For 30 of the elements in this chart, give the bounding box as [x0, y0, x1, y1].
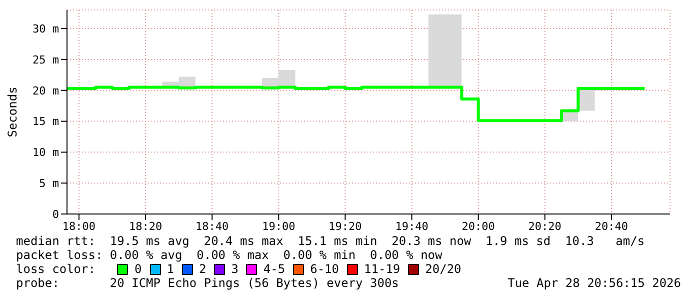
legend-label: 4-5 [263, 262, 286, 276]
y-tick-label: 25 m [32, 53, 60, 66]
y-tick-label: 0 [52, 208, 59, 221]
x-tick-label: 20:20 [528, 220, 562, 233]
legend-label: 3 [231, 262, 238, 276]
y-tick-label: 30 m [32, 22, 60, 36]
text: probe: 20 ICMP Echo Pings (56 Bytes) every 300s [16, 276, 399, 290]
y-tick-label: 10 m [32, 146, 60, 160]
x-tick-label: 19:20 [328, 220, 362, 233]
legend-label: 6-10 [310, 262, 340, 276]
x-tick-label: 20:40 [594, 220, 628, 233]
text: Tue Apr 28 20:56:15 2026 [508, 276, 681, 290]
legend-label: 0 [134, 262, 142, 276]
legend-label: 1 [166, 262, 174, 276]
y-axis-title: Seconds [5, 86, 20, 138]
x-tick-label: 19:00 [262, 220, 296, 233]
legend-label: 11-19 [364, 262, 400, 276]
text: packet loss: 0.00 % avg 0.00 % max 0.00 % min 0.00 % now [16, 248, 442, 262]
y-tick-label: 20 m [32, 84, 60, 98]
x-tick-label: 20:00 [462, 220, 495, 233]
legend-label: 20/20 [425, 262, 462, 276]
x-tick-label: 18:00 [62, 220, 96, 233]
y-tick-label: 5 m [39, 176, 60, 190]
x-tick-label: 19:40 [395, 220, 428, 233]
x-tick-label: 18:40 [196, 220, 229, 233]
x-tick-label: 18:20 [128, 220, 162, 233]
legend-title: loss color: [16, 262, 96, 276]
text: median rtt: 19.5 ms avg 20.4 ms max 15.1 ms min 20.3 ms now 1.9 ms sd 10.3 am/s [16, 234, 645, 248]
y-tick-label: 15 m [32, 115, 60, 128]
legend-label: 2 [198, 262, 206, 276]
